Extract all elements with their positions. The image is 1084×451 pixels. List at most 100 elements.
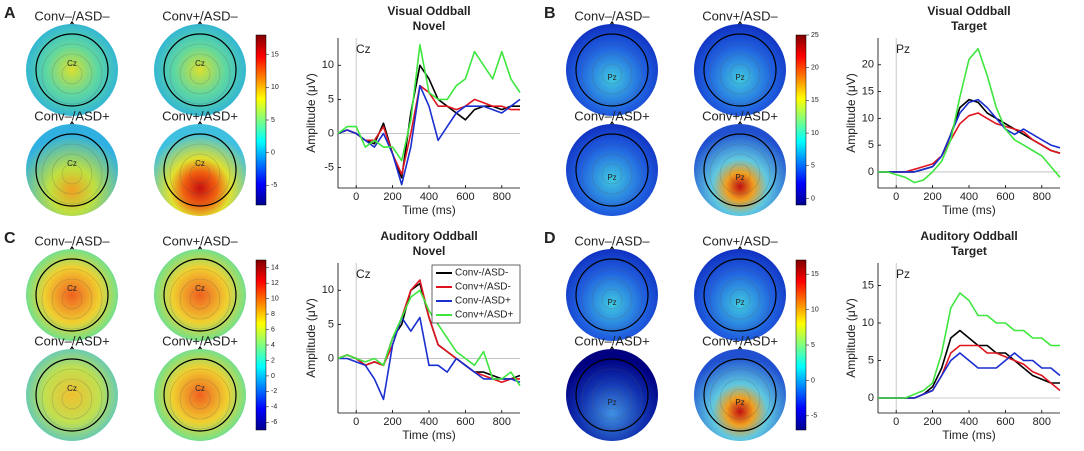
y-tick-label: 15 bbox=[862, 85, 874, 97]
colorbar-tick-label: 8 bbox=[271, 311, 275, 318]
head-outline bbox=[575, 358, 649, 432]
colorbar-tick-label: 0 bbox=[811, 195, 815, 202]
map-title: Conv+/ASD– bbox=[162, 8, 238, 23]
topomap bbox=[694, 349, 786, 441]
contour bbox=[189, 63, 211, 85]
colorbar-tick-label: 0 bbox=[271, 373, 275, 380]
y-axis-label: Amplitude (μV) bbox=[304, 73, 318, 153]
series-line bbox=[878, 112, 1061, 173]
head-outline bbox=[575, 133, 649, 207]
x-tick-label: 0 bbox=[893, 416, 899, 428]
head-outline bbox=[35, 258, 109, 332]
electrode-label: Pz bbox=[607, 73, 616, 82]
contour bbox=[179, 278, 221, 320]
map-title: Conv+/ASD+ bbox=[162, 108, 238, 123]
panel: C Conv–/ASD– Cz Conv+/ASD– Cz Conv–/ASD+ Cz Con… bbox=[4, 230, 279, 441]
y-axis-label: Amplitude (μV) bbox=[844, 298, 858, 378]
y-tick-label: 20 bbox=[862, 59, 874, 71]
series-line bbox=[878, 292, 1060, 399]
colorbar-tick-label: 5 bbox=[271, 117, 275, 124]
legend: Conv-/ASD- Conv+/ASD- Conv-/ASD+ Conv+/ASD+ bbox=[431, 264, 521, 324]
series-line bbox=[337, 64, 520, 179]
series-line bbox=[337, 84, 520, 176]
contour bbox=[601, 63, 623, 85]
x-tick-label: 600 bbox=[456, 416, 474, 428]
colorbar-tick-label: 2 bbox=[271, 357, 275, 364]
topomap bbox=[566, 249, 658, 341]
x-tick-label: 0 bbox=[893, 191, 899, 203]
x-tick-label: 400 bbox=[960, 191, 978, 203]
contour bbox=[61, 288, 83, 310]
x-tick-label: 200 bbox=[923, 191, 941, 203]
colorbar-tick-label: 25 bbox=[811, 32, 819, 39]
head-outline bbox=[163, 258, 237, 332]
electrode-label: Pz bbox=[735, 398, 744, 407]
head-outline bbox=[703, 358, 777, 432]
x-tick-label: 400 bbox=[420, 191, 438, 203]
contour bbox=[41, 268, 103, 330]
contour bbox=[601, 288, 623, 310]
head-outline bbox=[163, 33, 237, 107]
series-line bbox=[337, 289, 521, 387]
electrode-label: Cz bbox=[195, 159, 205, 168]
topomap bbox=[26, 124, 118, 216]
contour bbox=[51, 53, 93, 95]
panel: A Conv–/ASD– Cz Conv+/ASD– Cz Conv–/ASD+ Cz Con… bbox=[4, 5, 279, 216]
colorbar-tick-label: -6 bbox=[271, 419, 277, 426]
panel: D Conv–/ASD– Pz Conv+/ASD– Pz Conv–/ASD+ Pz Con… bbox=[544, 230, 819, 441]
x-axis-label: Time (ms) bbox=[402, 428, 456, 442]
series-line bbox=[337, 44, 521, 162]
contour bbox=[601, 388, 623, 410]
series-line bbox=[337, 279, 520, 384]
contour bbox=[179, 53, 221, 95]
electrode-annotation: Cz bbox=[356, 267, 371, 281]
contour bbox=[169, 368, 231, 430]
chart-title: Visual Oddball bbox=[387, 4, 470, 18]
x-tick-label: 800 bbox=[1033, 191, 1051, 203]
head-outline bbox=[703, 133, 777, 207]
panel-letter: D bbox=[544, 230, 556, 247]
map-title: Conv+/ASD+ bbox=[702, 333, 778, 348]
chart-subtitle: Novel bbox=[413, 244, 446, 258]
colorbar-tick-label: 10 bbox=[811, 306, 819, 313]
map-title: Conv–/ASD+ bbox=[574, 333, 650, 348]
colorbar-tick-label: 0 bbox=[811, 377, 815, 384]
topomap bbox=[566, 349, 658, 441]
head-outline bbox=[35, 33, 109, 107]
map-title: Conv+/ASD– bbox=[702, 8, 778, 23]
contour bbox=[61, 163, 83, 185]
contour bbox=[581, 143, 643, 205]
map-title: Conv–/ASD+ bbox=[574, 108, 650, 123]
y-tick-label: 0 bbox=[868, 166, 874, 178]
series-line bbox=[878, 352, 1061, 399]
contour bbox=[169, 43, 231, 105]
colorbar-tick-label: 4 bbox=[271, 342, 275, 349]
colorbar-tick-label: 15 bbox=[811, 271, 819, 278]
x-axis-label: Time (ms) bbox=[402, 203, 456, 217]
y-tick-label: -5 bbox=[324, 161, 334, 173]
electrode-label: Cz bbox=[67, 59, 77, 68]
legend-label: Conv+/ASD+ bbox=[455, 310, 514, 321]
head-outline bbox=[163, 358, 237, 432]
electrode-label: Pz bbox=[607, 173, 616, 182]
y-tick-label: 15 bbox=[862, 279, 874, 291]
contour bbox=[179, 378, 221, 420]
contour bbox=[729, 63, 751, 85]
colorbar-tick-label: 15 bbox=[271, 51, 279, 58]
contour bbox=[41, 43, 103, 105]
map-title: Conv–/ASD+ bbox=[34, 333, 110, 348]
x-tick-label: 600 bbox=[996, 416, 1014, 428]
x-tick-label: 600 bbox=[996, 191, 1014, 203]
electrode-annotation: Pz bbox=[896, 267, 910, 281]
y-tick-label: 5 bbox=[868, 354, 874, 366]
contour bbox=[729, 388, 751, 410]
head-outline bbox=[575, 33, 649, 107]
contour bbox=[189, 288, 211, 310]
x-axis-label: Time (ms) bbox=[942, 203, 996, 217]
contour bbox=[719, 53, 761, 95]
colorbar-tick-label: 5 bbox=[811, 163, 815, 170]
contour bbox=[51, 153, 93, 195]
contour bbox=[729, 163, 751, 185]
